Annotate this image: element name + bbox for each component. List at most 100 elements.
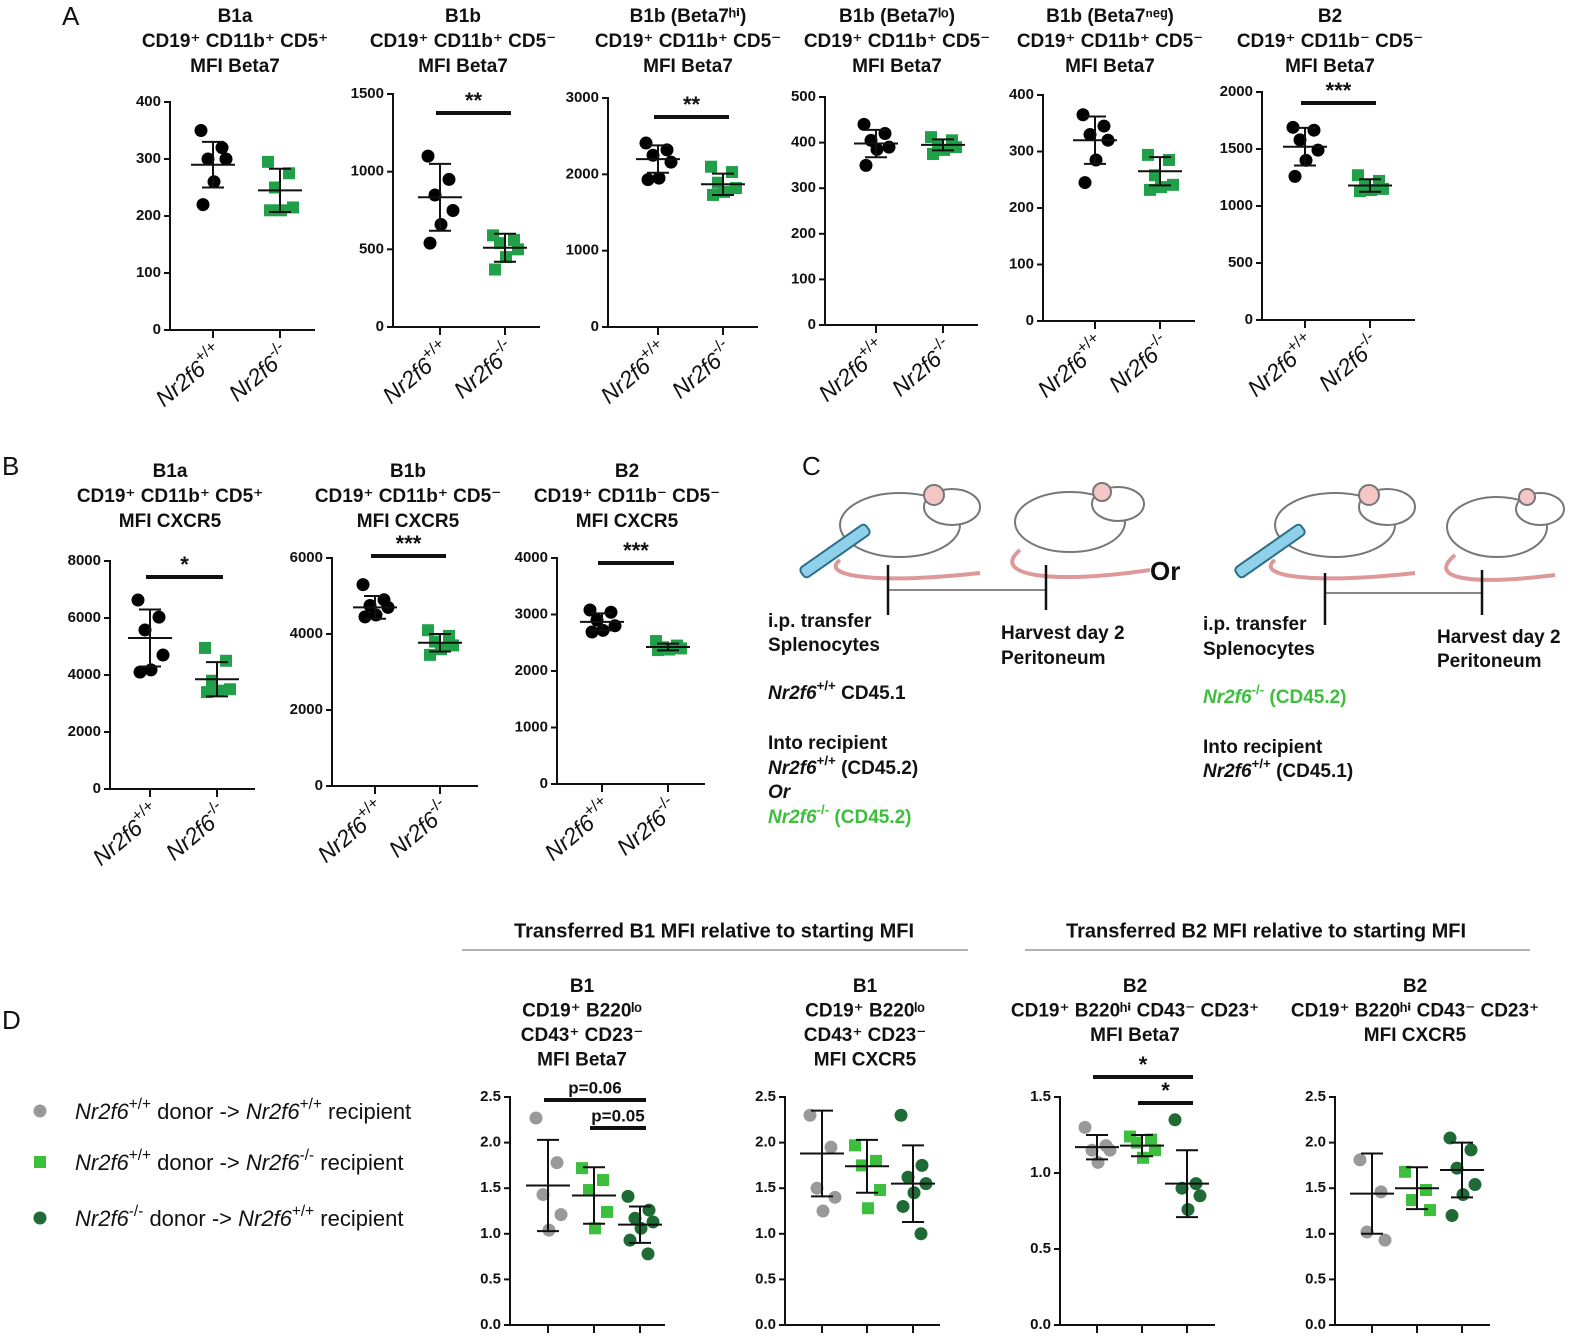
- x-tick-label: Nr2f6-/-: [664, 335, 738, 404]
- data-point: [442, 172, 456, 186]
- data-point: [601, 1205, 613, 1218]
- data-point: [1168, 1113, 1182, 1127]
- diagram-label: Peritoneum: [1437, 651, 1542, 672]
- data-point: [1464, 1143, 1478, 1157]
- data-point: [652, 171, 666, 185]
- data-point: [219, 152, 233, 166]
- y-tick-label: 0: [1245, 311, 1253, 328]
- significance-label: **: [465, 88, 483, 113]
- chart-title: MFI CXCR5: [576, 511, 679, 532]
- chart-title: MFI Beta7: [1285, 56, 1375, 77]
- ear: [1358, 484, 1380, 506]
- y-tick-label: 200: [791, 225, 816, 242]
- data-point: [224, 683, 236, 696]
- data-point: [508, 234, 520, 247]
- y-tick-label: 0: [93, 780, 101, 797]
- or-label: Or: [1150, 556, 1180, 586]
- data-point: [726, 166, 738, 179]
- legend-marker: [33, 1211, 47, 1225]
- data-point: [597, 1173, 609, 1186]
- chart-title: B2: [1318, 6, 1342, 27]
- legend-marker: [33, 1104, 47, 1118]
- ear: [1092, 482, 1112, 502]
- y-tick-label: 0.0: [755, 1316, 776, 1333]
- data-point: [585, 625, 599, 639]
- chart-title: CD43⁺ CD23⁻: [521, 1025, 644, 1046]
- diagram-label: Into recipient: [1203, 737, 1323, 758]
- x-tick-label: Nr2f6+/+: [811, 333, 891, 407]
- tail: [1444, 553, 1556, 582]
- data-point: [287, 201, 299, 214]
- data-point: [894, 1108, 908, 1122]
- x-tick-label: Nr2f6+/+: [1240, 328, 1320, 402]
- y-tick-label: 0: [808, 316, 816, 333]
- chart-title: B1b (Beta7ʰⁱ): [630, 6, 747, 27]
- data-point: [816, 1204, 830, 1218]
- diagram-label: i.p. transfer: [768, 611, 872, 632]
- y-tick-label: 2.0: [755, 1134, 776, 1151]
- y-tick-label: 0: [376, 318, 384, 335]
- data-point: [512, 243, 524, 256]
- section-header: Transferred B1 MFI relative to starting …: [514, 920, 914, 942]
- data-point: [862, 1202, 874, 1215]
- data-point: [1076, 108, 1090, 122]
- y-tick-label: 300: [136, 150, 161, 167]
- data-point: [1399, 1165, 1411, 1178]
- data-point: [494, 237, 506, 250]
- y-tick-label: 2.0: [1305, 1134, 1326, 1151]
- x-tick-label: Nr2f6-/-: [446, 335, 520, 404]
- data-point: [1450, 1161, 1464, 1175]
- data-point: [1445, 1209, 1459, 1223]
- data-point: [1193, 1189, 1207, 1203]
- data-point: [133, 665, 147, 679]
- ear: [923, 484, 945, 506]
- chart-title: CD19⁺ CD11b⁺ CD5⁻: [1017, 31, 1203, 52]
- chart-title: MFI Beta7: [418, 56, 508, 77]
- chart-title: MFI Beta7: [190, 56, 280, 77]
- y-tick-label: 200: [1009, 199, 1034, 216]
- chart-title: MFI Beta7: [1065, 56, 1155, 77]
- y-tick-label: 2000: [68, 723, 101, 740]
- diagram-label: Peritoneum: [1001, 648, 1106, 669]
- chart-title: CD19⁺ B220ˡᵒ: [805, 1001, 925, 1022]
- data-point: [1424, 1204, 1436, 1217]
- data-point: [201, 686, 213, 699]
- diagram-label: Nr2f6+/+ (CD45.1): [1203, 756, 1353, 782]
- y-tick-label: 0: [540, 775, 548, 792]
- data-point: [828, 1190, 842, 1204]
- chart-title: B1: [853, 976, 878, 997]
- data-point: [536, 1188, 550, 1202]
- x-tick-label: Nr2f6-/-: [884, 333, 958, 402]
- data-point: [1374, 1185, 1388, 1199]
- chart-title: CD19⁺ CD11b⁺ CD5⁻: [370, 31, 556, 52]
- y-tick-label: 100: [791, 270, 816, 287]
- significance-label: *: [1139, 1052, 1148, 1077]
- mouse-injected-right: [1234, 484, 1416, 581]
- y-tick-label: 1500: [1220, 140, 1253, 157]
- data-point: [554, 1208, 568, 1222]
- chart-title: CD19⁺ B220ʰⁱ CD43⁻ CD23⁺: [1291, 1001, 1539, 1022]
- data-point: [529, 1111, 543, 1125]
- data-point: [901, 1170, 915, 1184]
- diagram-label: Harvest day 2: [1001, 623, 1125, 644]
- data-point: [1293, 133, 1307, 147]
- timelines: [886, 565, 1484, 625]
- y-tick-label: 4000: [290, 625, 323, 642]
- x-tick-label: Nr2f6+/+: [593, 335, 673, 409]
- data-point: [664, 155, 678, 169]
- data-point: [824, 1140, 838, 1154]
- y-tick-label: 0.0: [1305, 1316, 1326, 1333]
- y-tick-label: 6000: [68, 609, 101, 626]
- data-point: [262, 155, 274, 168]
- chart-title: B1: [570, 976, 595, 997]
- data-point: [1360, 1225, 1374, 1239]
- data-point: [576, 1162, 588, 1175]
- mouse-harvest-left: [1010, 482, 1151, 580]
- y-tick-label: 1000: [515, 718, 548, 735]
- significance-label: *: [180, 552, 189, 577]
- y-tick-label: 400: [1009, 86, 1034, 103]
- significance-label: ***: [396, 531, 422, 556]
- y-tick-label: 1.5: [1305, 1179, 1326, 1196]
- diagram-label: Nr2f6+/+ (CD45.2): [768, 753, 918, 779]
